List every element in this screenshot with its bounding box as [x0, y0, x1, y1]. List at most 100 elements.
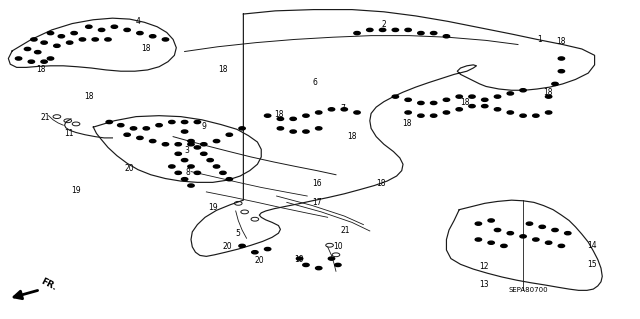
Text: 20: 20 [255, 256, 264, 265]
Circle shape [475, 238, 481, 241]
Circle shape [143, 127, 150, 130]
Circle shape [54, 44, 60, 48]
Circle shape [92, 38, 99, 41]
Circle shape [526, 222, 532, 225]
Circle shape [67, 41, 73, 44]
Circle shape [207, 159, 213, 162]
Circle shape [316, 127, 322, 130]
Circle shape [481, 98, 488, 101]
Circle shape [188, 165, 194, 168]
Circle shape [456, 108, 463, 111]
Circle shape [188, 184, 194, 187]
Circle shape [431, 114, 437, 117]
Text: 19: 19 [208, 203, 218, 212]
Circle shape [15, 57, 22, 60]
Circle shape [169, 165, 175, 168]
Circle shape [47, 32, 54, 35]
Circle shape [444, 111, 450, 114]
Circle shape [552, 82, 558, 85]
Circle shape [303, 263, 309, 267]
Text: 13: 13 [479, 280, 489, 289]
Text: 7: 7 [340, 104, 346, 113]
Circle shape [418, 114, 424, 117]
Circle shape [252, 251, 258, 254]
Text: 18: 18 [36, 65, 45, 74]
Circle shape [507, 92, 513, 95]
Circle shape [444, 98, 450, 101]
Circle shape [316, 267, 322, 270]
Circle shape [520, 235, 526, 238]
Circle shape [137, 136, 143, 139]
Text: 12: 12 [479, 262, 489, 271]
Circle shape [194, 171, 200, 174]
Circle shape [220, 171, 226, 174]
Text: 18: 18 [274, 110, 284, 119]
Text: 8: 8 [186, 168, 191, 177]
Circle shape [200, 152, 207, 155]
Text: 18: 18 [556, 37, 566, 46]
Circle shape [131, 127, 137, 130]
Circle shape [520, 89, 526, 92]
Circle shape [181, 121, 188, 123]
Text: 14: 14 [587, 241, 596, 250]
Circle shape [137, 32, 143, 35]
Text: 15: 15 [587, 260, 596, 269]
Text: 20: 20 [223, 242, 232, 251]
Circle shape [239, 244, 245, 248]
Text: FR.: FR. [39, 277, 58, 292]
Circle shape [418, 32, 424, 35]
Circle shape [405, 98, 412, 101]
Circle shape [500, 244, 507, 248]
Circle shape [118, 123, 124, 127]
Circle shape [175, 171, 181, 174]
Text: 18: 18 [402, 119, 412, 129]
Text: 19: 19 [71, 186, 81, 195]
Circle shape [545, 95, 552, 98]
Text: 18: 18 [218, 65, 227, 74]
Circle shape [532, 238, 539, 241]
Circle shape [150, 139, 156, 143]
Circle shape [431, 32, 437, 35]
Circle shape [79, 38, 86, 41]
Text: 9: 9 [201, 122, 206, 131]
Circle shape [124, 28, 131, 32]
Text: 18: 18 [141, 44, 150, 53]
Circle shape [31, 38, 37, 41]
Circle shape [520, 114, 526, 117]
Circle shape [35, 50, 41, 54]
Circle shape [564, 232, 571, 235]
Text: 3: 3 [184, 146, 189, 155]
Circle shape [264, 114, 271, 117]
Circle shape [181, 178, 188, 181]
Circle shape [328, 108, 335, 111]
Circle shape [354, 32, 360, 35]
Text: 1: 1 [537, 35, 542, 44]
Circle shape [405, 28, 412, 32]
Text: 18: 18 [347, 132, 356, 141]
Circle shape [444, 35, 450, 38]
Circle shape [226, 178, 232, 181]
Text: 2: 2 [381, 20, 386, 29]
Circle shape [290, 130, 296, 133]
Text: 18: 18 [461, 99, 470, 108]
Circle shape [380, 28, 386, 32]
Text: 16: 16 [312, 179, 322, 188]
Circle shape [181, 159, 188, 162]
Circle shape [111, 25, 118, 28]
Circle shape [124, 133, 131, 136]
Circle shape [303, 130, 309, 133]
Circle shape [296, 257, 303, 260]
Circle shape [494, 108, 500, 111]
Circle shape [213, 165, 220, 168]
Circle shape [392, 95, 399, 98]
Circle shape [290, 117, 296, 121]
Circle shape [277, 117, 284, 121]
Circle shape [156, 123, 163, 127]
Circle shape [558, 70, 564, 73]
Circle shape [418, 101, 424, 105]
Circle shape [552, 228, 558, 232]
Circle shape [335, 263, 341, 267]
Circle shape [507, 111, 513, 114]
Circle shape [354, 111, 360, 114]
Circle shape [58, 35, 65, 38]
